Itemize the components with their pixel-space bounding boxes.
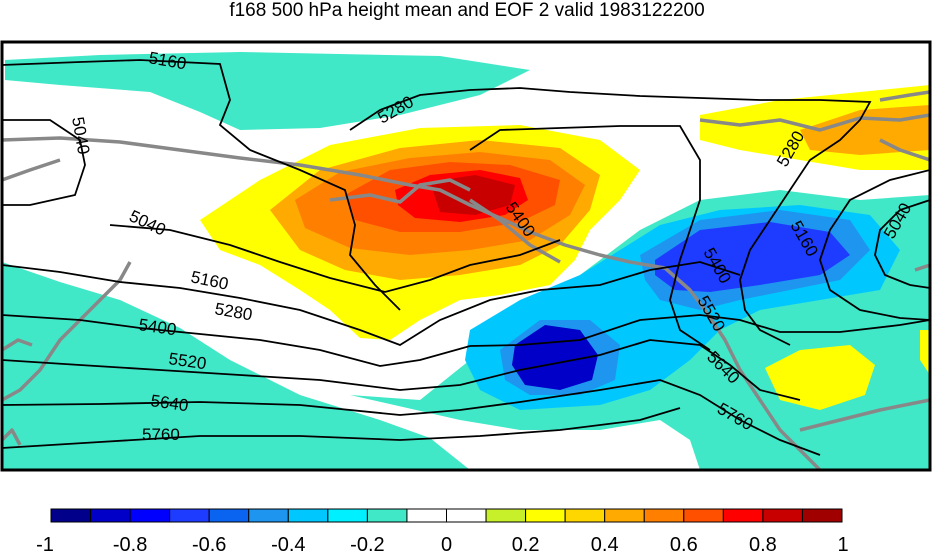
height-contour <box>349 87 872 346</box>
colorbar-swatch <box>327 508 368 523</box>
colorbar-swatch <box>248 508 289 523</box>
colorbar-swatch <box>525 508 566 523</box>
coastline <box>699 113 930 132</box>
colorbar-swatch <box>722 508 764 523</box>
map-plot: 5160 5040 5280 5040 5160 5280 5400 5520 … <box>0 40 932 472</box>
height-contour <box>2 314 930 367</box>
height-contour <box>874 199 930 289</box>
contour-label: 5760 <box>142 425 180 444</box>
height-contour <box>2 407 681 449</box>
coastline <box>914 263 930 272</box>
map-title: f168 500 hPa height mean and EOF 2 valid… <box>229 0 705 21</box>
colorbar-swatch <box>90 508 131 523</box>
colorbar-swatch <box>485 508 527 523</box>
map-frame <box>0 40 932 472</box>
coastline <box>879 138 930 162</box>
colorbar-swatch <box>604 508 645 523</box>
anomaly-fill-pos-yellow <box>920 330 930 375</box>
coastline <box>879 90 930 102</box>
coastline <box>2 338 33 352</box>
height-contour <box>469 125 711 351</box>
height-contour <box>2 379 821 456</box>
colorbar-swatch <box>208 508 250 523</box>
coastline <box>469 198 561 264</box>
anomaly-fill-pos-deep <box>430 175 515 215</box>
colorbar-swatch <box>406 508 448 523</box>
height-contour <box>109 224 561 293</box>
coastline <box>2 428 22 446</box>
anomaly-fill-neg-strong <box>512 325 598 390</box>
coastline <box>2 158 61 182</box>
colorbar-swatch <box>169 508 210 523</box>
colorbar-tick-label: 0.2 <box>511 534 540 556</box>
height-contour <box>2 339 801 401</box>
coastline <box>799 398 930 432</box>
colorbar-swatch <box>50 508 92 523</box>
colorbar-tick-label: 0.4 <box>590 534 619 556</box>
anomaly-fill-neg-weak <box>5 52 530 130</box>
colorbar-swatch <box>762 508 803 523</box>
colorbar-swatch <box>446 508 487 523</box>
colorbar-swatch <box>683 508 724 523</box>
anomaly-fill-pos-amber <box>800 105 930 155</box>
colorbar-swatch <box>564 508 606 523</box>
colorbar-tick-label: -0.4 <box>271 534 306 556</box>
colorbar-swatch <box>643 508 685 523</box>
colorbar-tick-label: 0.6 <box>669 534 698 556</box>
colorbar-tick-label: 0 <box>440 534 453 556</box>
colorbar-swatch <box>366 508 408 523</box>
colorbar-tick-label: 0.8 <box>748 534 777 556</box>
coastline <box>329 178 471 204</box>
height-contour <box>819 169 930 321</box>
colorbar-swatch <box>801 508 843 523</box>
colorbar-tick-label: 1 <box>837 534 849 556</box>
colorbar-swatch <box>129 508 171 523</box>
height-contour <box>2 261 741 346</box>
colorbar-swatch <box>287 508 329 523</box>
colorbar-tick-label: -1 <box>36 534 54 556</box>
anomaly-fill-pos-yellow <box>765 345 875 410</box>
height-contour <box>2 59 401 311</box>
coastline <box>2 261 132 402</box>
colorbar-tick-label: -0.8 <box>112 534 148 556</box>
anomaly-fill-neg-strong <box>655 222 850 292</box>
anomaly-fill-neg-weak <box>2 262 470 470</box>
colorbar-tick-label: -0.2 <box>350 534 385 556</box>
height-contour <box>2 119 86 206</box>
colorbar-tick-label: -0.6 <box>191 534 227 556</box>
